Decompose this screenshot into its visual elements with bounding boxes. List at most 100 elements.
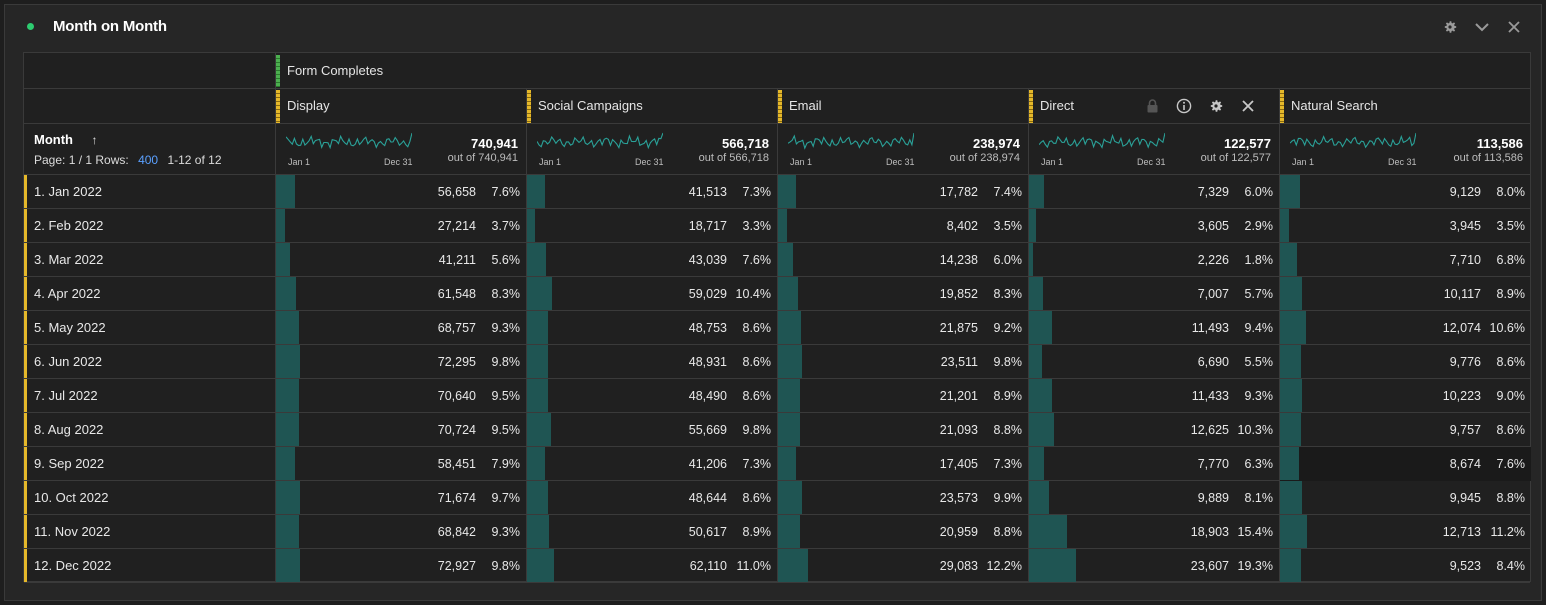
metric-cell[interactable]: 19,852 8.3% (777, 277, 1028, 311)
metric-cell[interactable]: 7,710 6.8% (1279, 243, 1531, 277)
metric-cell[interactable]: 12,713 11.2% (1279, 515, 1531, 549)
dimension-item[interactable]: 2. Feb 2022 (34, 218, 104, 233)
dimension-item[interactable]: 11. Nov 2022 (34, 524, 111, 539)
metric-cell[interactable]: 29,083 12.2% (777, 549, 1028, 583)
metric-cell[interactable]: 55,669 9.8% (526, 413, 777, 447)
table-row[interactable]: 5. May 2022 68,757 9.3% 48,753 8.6% 21,875 9.2… (24, 311, 1530, 345)
metric-cell[interactable]: 10,117 8.9% (1279, 277, 1531, 311)
metric-cell[interactable]: 11,433 9.3% (1028, 379, 1279, 413)
metric-cell[interactable]: 58,451 7.9% (275, 447, 526, 481)
metric-cell[interactable]: 9,889 8.1% (1028, 481, 1279, 515)
segment-header[interactable]: Form Completes (275, 53, 1531, 89)
column-header-social-campaigns[interactable]: Social Campaigns (526, 89, 777, 124)
metric-cell[interactable]: 50,617 8.9% (526, 515, 777, 549)
metric-cell[interactable]: 7,329 6.0% (1028, 175, 1279, 209)
table-row[interactable]: 8. Aug 2022 70,724 9.5% 55,669 9.8% 21,093 8.8… (24, 413, 1530, 447)
table-row[interactable]: 11. Nov 2022 68,842 9.3% 50,617 8.9% 20,959 8.… (24, 515, 1530, 549)
dimension-item[interactable]: 7. Jul 2022 (34, 388, 98, 403)
dimension-item[interactable]: 12. Dec 2022 (34, 558, 112, 573)
column-drag-handle[interactable] (778, 90, 782, 123)
dimension-item[interactable]: 1. Jan 2022 (34, 184, 102, 199)
metric-cell[interactable]: 21,201 8.9% (777, 379, 1028, 413)
metric-cell[interactable]: 11,493 9.4% (1028, 311, 1279, 345)
dimension-item[interactable]: 3. Mar 2022 (34, 252, 104, 267)
table-row[interactable]: 10. Oct 2022 71,674 9.7% 48,644 8.6% 23,573 9.… (24, 481, 1530, 515)
dimension-item[interactable]: 6. Jun 2022 (34, 354, 102, 369)
arrow-up-icon[interactable]: ↑ (91, 133, 98, 147)
lock-icon[interactable] (1143, 97, 1161, 115)
metric-cell[interactable]: 6,690 5.5% (1028, 345, 1279, 379)
metric-cell[interactable]: 48,644 8.6% (526, 481, 777, 515)
metric-cell[interactable]: 41,206 7.3% (526, 447, 777, 481)
metric-cell[interactable]: 48,490 8.6% (526, 379, 777, 413)
metric-cell[interactable]: 23,511 9.8% (777, 345, 1028, 379)
metric-cell[interactable]: 43,039 7.6% (526, 243, 777, 277)
dimension-item[interactable]: 8. Aug 2022 (34, 422, 104, 437)
metric-cell[interactable]: 59,029 10.4% (526, 277, 777, 311)
metric-cell[interactable]: 70,724 9.5% (275, 413, 526, 447)
info-icon[interactable] (1175, 97, 1193, 115)
chevron-down-icon[interactable] (1473, 17, 1491, 37)
metric-cell[interactable]: 17,782 7.4% (777, 175, 1028, 209)
metric-cell[interactable]: 61,548 8.3% (275, 277, 526, 311)
metric-cell[interactable]: 9,129 8.0% (1279, 175, 1531, 209)
gear-icon[interactable] (1207, 97, 1225, 115)
metric-cell[interactable]: 18,717 3.3% (526, 209, 777, 243)
table-row[interactable]: 3. Mar 2022 41,211 5.6% 43,039 7.6% 14,238 6.0… (24, 243, 1530, 277)
rows-per-page-select[interactable]: 400 (138, 153, 159, 167)
metric-cell[interactable]: 72,295 9.8% (275, 345, 526, 379)
metric-cell[interactable]: 14,238 6.0% (777, 243, 1028, 277)
gear-icon[interactable] (1441, 17, 1459, 37)
segment-drag-handle[interactable] (276, 55, 280, 87)
table-row[interactable]: 12. Dec 2022 72,927 9.8% 62,110 11.0% 29,083 1… (24, 549, 1530, 583)
metric-cell[interactable]: 8,674 7.6% (1279, 447, 1531, 481)
table-row[interactable]: 2. Feb 2022 27,214 3.7% 18,717 3.3% 8,402 3.5%… (24, 209, 1530, 243)
metric-cell[interactable]: 9,523 8.4% (1279, 549, 1531, 583)
metric-cell[interactable]: 23,573 9.9% (777, 481, 1028, 515)
table-row[interactable]: 9. Sep 2022 58,451 7.9% 41,206 7.3% 17,405 7.3… (24, 447, 1531, 481)
column-header-direct[interactable]: Direct (1028, 89, 1279, 124)
column-header-display[interactable]: Display (275, 89, 526, 124)
metric-cell[interactable]: 48,753 8.6% (526, 311, 777, 345)
table-row[interactable]: 6. Jun 2022 72,295 9.8% 48,931 8.6% 23,511 9.8… (24, 345, 1530, 379)
metric-cell[interactable]: 12,074 10.6% (1279, 311, 1531, 345)
dimension-item[interactable]: 10. Oct 2022 (34, 490, 109, 505)
metric-cell[interactable]: 3,945 3.5% (1279, 209, 1531, 243)
column-drag-handle[interactable] (276, 90, 280, 123)
metric-cell[interactable]: 27,214 3.7% (275, 209, 526, 243)
metric-cell[interactable]: 68,842 9.3% (275, 515, 526, 549)
metric-cell[interactable]: 2,226 1.8% (1028, 243, 1279, 277)
dimension-name[interactable]: Month (34, 132, 73, 147)
metric-cell[interactable]: 8,402 3.5% (777, 209, 1028, 243)
metric-cell[interactable]: 23,607 19.3% (1028, 549, 1279, 583)
metric-cell[interactable]: 41,211 5.6% (275, 243, 526, 277)
close-icon[interactable] (1239, 97, 1257, 115)
metric-cell[interactable]: 41,513 7.3% (526, 175, 777, 209)
metric-cell[interactable]: 72,927 9.8% (275, 549, 526, 583)
dimension-item[interactable]: 4. Apr 2022 (34, 286, 101, 301)
metric-cell[interactable]: 48,931 8.6% (526, 345, 777, 379)
metric-cell[interactable]: 18,903 15.4% (1028, 515, 1279, 549)
metric-cell[interactable]: 3,605 2.9% (1028, 209, 1279, 243)
column-header-natural-search[interactable]: Natural Search (1279, 89, 1531, 124)
metric-cell[interactable]: 12,625 10.3% (1028, 413, 1279, 447)
metric-cell[interactable]: 20,959 8.8% (777, 515, 1028, 549)
column-drag-handle[interactable] (1280, 90, 1284, 123)
metric-cell[interactable]: 17,405 7.3% (777, 447, 1028, 481)
metric-cell[interactable]: 68,757 9.3% (275, 311, 526, 345)
metric-cell[interactable]: 21,093 8.8% (777, 413, 1028, 447)
table-row[interactable]: 4. Apr 2022 61,548 8.3% 59,029 10.4% 19,852 8.… (24, 277, 1530, 311)
metric-cell[interactable]: 9,776 8.6% (1279, 345, 1531, 379)
column-drag-handle[interactable] (1029, 90, 1033, 123)
metric-cell[interactable]: 9,757 8.6% (1279, 413, 1531, 447)
metric-cell[interactable]: 70,640 9.5% (275, 379, 526, 413)
metric-cell[interactable]: 7,007 5.7% (1028, 277, 1279, 311)
close-icon[interactable] (1505, 17, 1523, 37)
metric-cell[interactable]: 62,110 11.0% (526, 549, 777, 583)
metric-cell[interactable]: 71,674 9.7% (275, 481, 526, 515)
dimension-item[interactable]: 5. May 2022 (34, 320, 106, 335)
table-row[interactable]: 1. Jan 2022 56,658 7.6% 41,513 7.3% 17,782 7.4… (24, 175, 1530, 209)
dimension-item[interactable]: 9. Sep 2022 (34, 456, 105, 471)
column-drag-handle[interactable] (527, 90, 531, 123)
metric-cell[interactable]: 21,875 9.2% (777, 311, 1028, 345)
